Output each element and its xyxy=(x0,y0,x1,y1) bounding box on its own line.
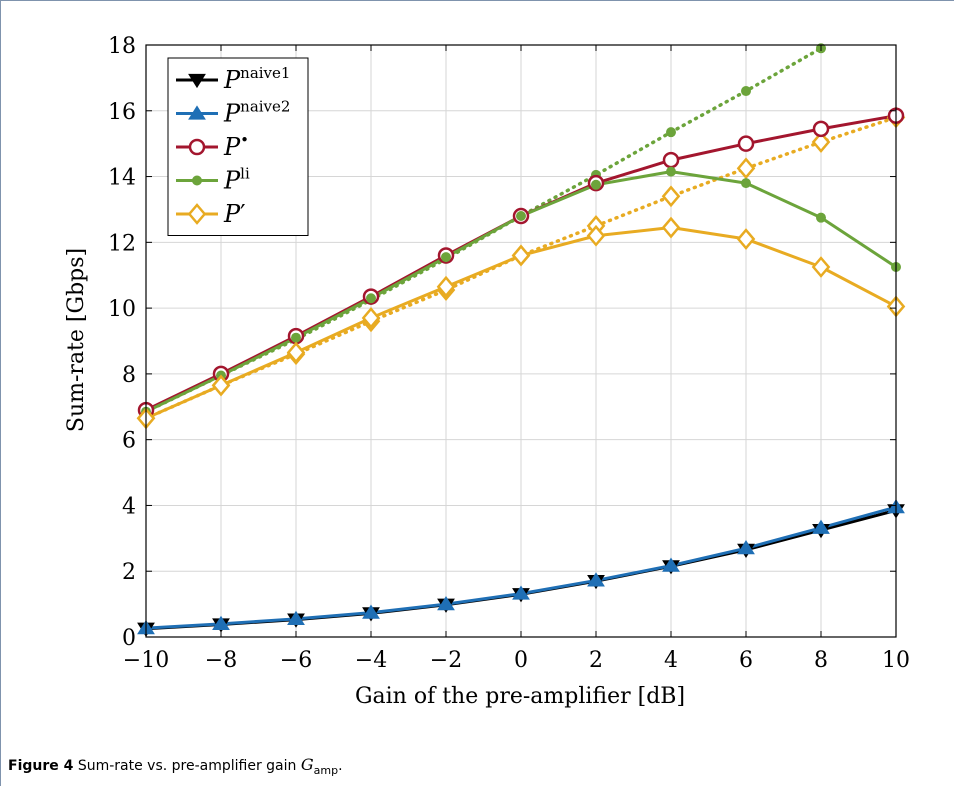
y-tick-label-9: 18 xyxy=(108,34,136,59)
caption-subscript: amp xyxy=(313,763,339,777)
y-tick-label-4: 8 xyxy=(122,363,136,388)
series-1-point-7 xyxy=(662,557,680,572)
x-tick-label-8: 6 xyxy=(739,648,753,673)
y-tick-label-0: 0 xyxy=(122,626,136,651)
x-tick-label-0: −10 xyxy=(123,648,169,673)
x-axis-title: Gain of the pre-amplifier [dB] xyxy=(355,684,685,709)
series-3-point-6 xyxy=(591,179,601,190)
series-4-point-5 xyxy=(511,244,531,267)
figure-caption: Figure 4 Sum-rate vs. pre-amplifier gain… xyxy=(8,755,343,777)
series-4-point-4 xyxy=(436,275,456,298)
y-axis-ticks: 0 2 4 6 8 10 12 14 16 18 xyxy=(108,34,896,651)
caption-end: . xyxy=(338,758,343,774)
series-5-point-7 xyxy=(666,127,676,138)
legend-entry-3: Pli xyxy=(223,165,250,195)
x-tick-label-1: −8 xyxy=(205,648,237,673)
series-4-point-7 xyxy=(661,216,681,239)
series-3-point-3 xyxy=(366,293,376,304)
y-tick-label-6: 12 xyxy=(108,231,136,256)
x-tick-label-2: −6 xyxy=(280,648,312,673)
x-tick-label-4: −2 xyxy=(430,648,462,673)
y-tick-label-5: 10 xyxy=(108,297,136,322)
x-axis-ticks: −10 −8 −6 −4 −2 0 2 4 6 8 10 xyxy=(123,45,910,673)
y-tick-label-8: 16 xyxy=(108,100,136,125)
legend-swatch-marker-3 xyxy=(192,175,202,186)
series-4-point-3 xyxy=(361,307,381,329)
series-4-point-8 xyxy=(736,228,756,250)
caption-symbol: G xyxy=(300,755,314,774)
y-tick-label-1: 2 xyxy=(122,560,136,585)
caption-text: Sum-rate vs. pre-amplifier gain xyxy=(77,758,297,774)
series-2-point-8 xyxy=(737,135,755,152)
series-5-point-8 xyxy=(741,86,751,97)
series-1-point-1 xyxy=(212,615,230,630)
y-tick-label-3: 6 xyxy=(122,429,136,454)
legend-entry-1: Pnaive2 xyxy=(223,98,290,128)
legend-swatch-marker-1 xyxy=(188,105,206,120)
y-axis-title: Sum-rate [Gbps] xyxy=(64,248,89,432)
x-tick-label-3: −4 xyxy=(355,648,387,673)
series-1-point-4 xyxy=(437,595,455,611)
series-3-point-5 xyxy=(516,211,526,222)
series-2-point-9 xyxy=(812,120,830,138)
x-tick-label-7: 4 xyxy=(664,648,678,673)
series-1-point-3 xyxy=(362,604,380,619)
legend-swatch-marker-4 xyxy=(187,203,207,225)
legend-entry-0: Pnaive1 xyxy=(223,64,290,94)
series-1-point-2 xyxy=(287,610,305,626)
series-3-point-7 xyxy=(666,166,676,177)
series-3-point-4 xyxy=(441,252,451,263)
series-4-point-6 xyxy=(586,224,606,247)
series-6-point-7 xyxy=(661,185,681,208)
series-1-point-5 xyxy=(512,585,530,600)
series-1-point-8 xyxy=(737,540,755,555)
series-2-point-7 xyxy=(662,151,680,169)
series-1-point-6 xyxy=(587,572,605,587)
legend-swatch-marker-2 xyxy=(188,138,206,156)
series-3-point-9 xyxy=(816,212,826,223)
y-tick-label-7: 14 xyxy=(108,166,136,191)
series-4-point-2 xyxy=(286,341,306,364)
x-tick-label-6: 2 xyxy=(589,648,603,673)
series-4-point-1 xyxy=(211,374,231,397)
caption-label: Figure 4 xyxy=(8,758,74,774)
x-tick-label-5: 0 xyxy=(514,648,528,673)
series-3-point-8 xyxy=(741,178,751,189)
series-6-point-9 xyxy=(811,131,831,153)
series-3-point-2 xyxy=(291,332,301,343)
x-tick-label-9: 8 xyxy=(814,648,828,673)
x-tick-label-10: 10 xyxy=(882,648,910,673)
series-6-point-8 xyxy=(736,157,756,180)
legend-entry-2: P• xyxy=(223,131,249,161)
series-4-point-9 xyxy=(811,256,831,278)
series-1-point-9 xyxy=(812,519,830,534)
legend-entry-4: P′ xyxy=(223,200,246,228)
y-tick-label-2: 4 xyxy=(122,494,136,519)
sum-rate-chart: −10 −8 −6 −4 −2 0 2 4 6 8 10 0 2 4 6 8 10 12 14 16 18 Gain … xyxy=(64,34,910,709)
legend-swatch-marker-0 xyxy=(188,73,206,89)
